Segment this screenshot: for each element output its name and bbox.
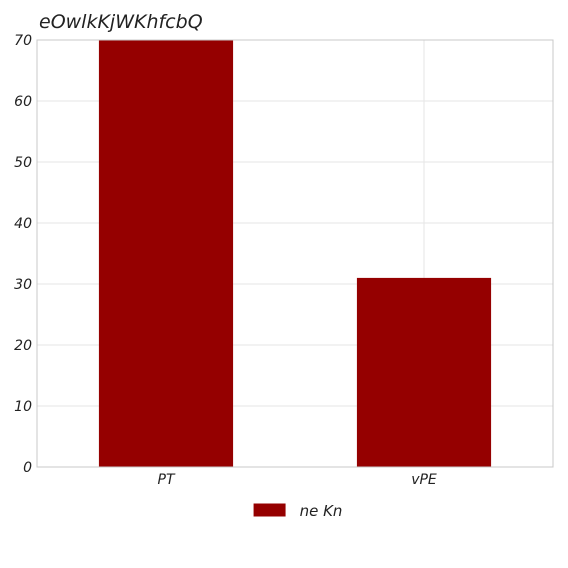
legend-swatch bbox=[253, 503, 286, 517]
chart-title: eOwlkKjWKhfcbQ bbox=[39, 11, 203, 33]
y-tick-label: 10 bbox=[14, 399, 32, 415]
y-axis-ticks: 0 10 20 30 40 50 60 70 bbox=[14, 33, 32, 476]
bar-vPE bbox=[356, 277, 492, 467]
y-tick-label: 50 bbox=[14, 155, 32, 171]
bars bbox=[98, 40, 492, 467]
y-tick-label: 20 bbox=[14, 338, 32, 354]
legend: ne Kn bbox=[253, 502, 343, 520]
x-tick-label: vPE bbox=[411, 472, 437, 488]
y-tick-label: 70 bbox=[14, 33, 32, 49]
legend-label: ne Kn bbox=[300, 502, 343, 520]
x-tick-label: PT bbox=[158, 472, 176, 488]
plot-frame bbox=[36, 39, 554, 468]
x-axis-ticks: PT vPE bbox=[158, 472, 437, 488]
y-tick-label: 30 bbox=[14, 277, 32, 293]
y-tick-label: 60 bbox=[14, 94, 32, 110]
y-tick-label: 0 bbox=[23, 460, 32, 476]
y-tick-label: 40 bbox=[14, 216, 32, 232]
bar-PT bbox=[98, 40, 234, 467]
